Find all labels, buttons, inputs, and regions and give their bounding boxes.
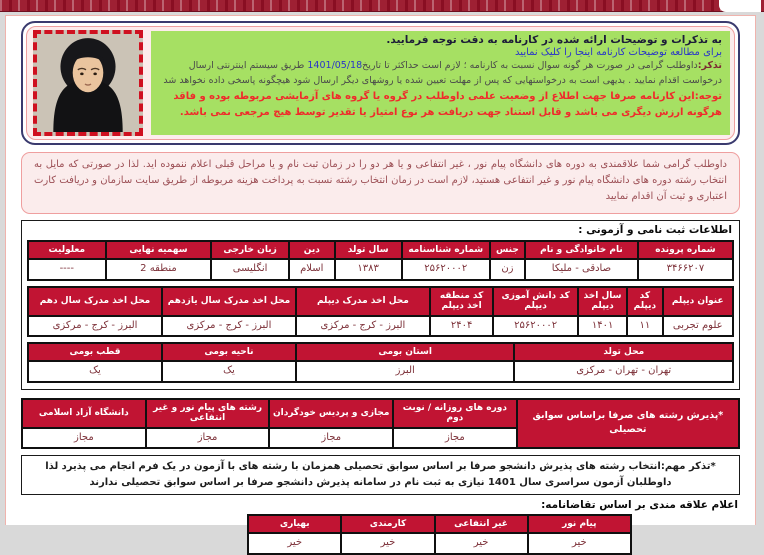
value-cell: ---- <box>27 258 107 281</box>
notice-title: به تذکرات و توضیحات ارائه شده در کارنامه… <box>386 34 722 46</box>
reminder-prefix: تذکر: <box>697 60 722 71</box>
origin-info-table: محل تولد استان بومی ناحیه بومی قطب بومی … <box>27 342 734 383</box>
header-cell: محل اخذ مدرک دیپلم <box>294 285 431 317</box>
value-cell: خیر <box>526 532 633 555</box>
reminder-text-a: داوطلب گرامی در صورت هر گونه سوال نسبت ب… <box>362 60 698 71</box>
header-cell: کارمندی <box>340 514 436 535</box>
header-cell: سال تولد <box>333 239 403 261</box>
registration-info-section: اطلاعات ثبت نامی و آزمونی : شماره پرونده… <box>21 220 740 390</box>
header-cell: غیر انتفاعی <box>433 514 529 535</box>
value-cell: ۲۵۶۲۰۰۰۲ <box>400 258 491 281</box>
header-cell: ناحیه بومی <box>160 342 297 363</box>
diploma-info-table: عنوان دیپلم کد دیپلم سال اخذ دیپلم کد دا… <box>27 285 734 338</box>
value-cell: ۲۵۶۲۰۰۰۲ <box>492 314 579 338</box>
header-cell: جنس <box>488 239 527 261</box>
header-cell: دانشگاه آزاد اسلامی <box>21 397 147 429</box>
value-cell: مجاز <box>144 426 271 450</box>
header-cell: محل اخذ مدرک سال دهم <box>27 285 163 317</box>
reminder-deadline-date: 1401/05/18 <box>307 60 363 71</box>
table-value-row: ۳۴۶۶۲۰۷ صادقی - ملیکا زن ۲۵۶۲۰۰۰۲ ۱۳۸۳ ا… <box>27 258 735 281</box>
value-cell: خیر <box>433 532 529 555</box>
value-cell: خیر <box>246 532 343 555</box>
header-cell: دین <box>287 239 336 261</box>
interest-table-wrap: پیام نور غیر انتفاعی کارمندی بهیاری خیر … <box>246 514 633 555</box>
value-cell: ۱۱ <box>626 314 664 338</box>
value-cell: مجاز <box>392 426 518 450</box>
value-cell: انگلیسی <box>210 258 290 281</box>
notice-text-block: به تذکرات و توضیحات ارائه شده در کارنامه… <box>151 31 730 135</box>
header-cell: زبان خارجی <box>210 239 290 261</box>
applicant-photo <box>33 30 143 136</box>
header-cell: سال اخذ دیپلم <box>576 285 629 317</box>
header-cell: نام خانوادگی و نام <box>524 239 639 261</box>
personal-info-table: شماره پرونده نام خانوادگی و نام جنس شمار… <box>27 239 735 281</box>
reminder-text-b: طریق سیستم اینترنتی ارسال درخواست اقدام … <box>163 60 722 86</box>
header-cell: محل تولد <box>513 342 734 363</box>
value-cell: علوم تجربی <box>661 314 734 338</box>
table-value-row: مجاز مجاز مجاز مجاز <box>21 426 739 450</box>
notice-box: به تذکرات و توضیحات ارائه شده در کارنامه… <box>21 21 740 145</box>
decorative-top-border <box>0 0 764 12</box>
value-cell: البرز - کرج - مرکزی <box>294 314 431 338</box>
value-cell: مجاز <box>21 426 147 450</box>
value-cell: یک <box>160 360 297 383</box>
header-cell: کد دیپلم <box>626 285 664 317</box>
value-cell: البرز <box>294 360 516 383</box>
header-cell: سهمیه نهایی <box>104 239 213 261</box>
value-cell: صادقی - ملیکا <box>524 258 639 281</box>
value-cell: تهران - تهران - مرکزی <box>513 360 734 383</box>
table-header-row: شماره پرونده نام خانوادگی و نام جنس شمار… <box>27 239 735 261</box>
table-header-row: محل تولد استان بومی ناحیه بومی قطب بومی <box>27 342 734 363</box>
header-cell: کد منطقه اخذ دیپلم <box>428 285 495 317</box>
header-cell: عنوان دیپلم <box>661 285 734 317</box>
notice-warning: توجه:این کارنامه صرفا جهت اطلاع از وضعیت… <box>173 91 722 118</box>
value-cell: البرز - کرج - مرکزی <box>161 314 297 338</box>
value-cell: زن <box>488 258 527 281</box>
header-cell: رشته های پیام نور و غیر انتفاعی <box>144 397 271 429</box>
photo-container <box>31 30 145 136</box>
header-cell: بهیاری <box>246 514 343 535</box>
table-value-row: علوم تجربی ۱۱ ۱۴۰۱ ۲۵۶۲۰۰۰۲ ۲۴۰۴ البرز -… <box>27 314 734 338</box>
value-cell: خیر <box>340 532 436 555</box>
interest-table: پیام نور غیر انتفاعی کارمندی بهیاری خیر … <box>246 514 633 555</box>
header-cell: قطب بومی <box>27 342 163 363</box>
header-cell: محل اخذ مدرک سال یازدهم <box>161 285 297 317</box>
value-cell: ۳۴۶۶۲۰۷ <box>636 258 735 281</box>
registration-section-title: اطلاعات ثبت نامی و آزمونی : <box>578 224 732 236</box>
interest-section-title: اعلام علاقه مندی بر اساس تقاضانامه: <box>541 499 738 512</box>
notice-reminder: تذکر:داوطلب گرامی در صورت هر گونه سوال ن… <box>155 58 722 88</box>
value-cell: ۲۴۰۴ <box>428 314 495 338</box>
header-cell: مجازی و پردیس خودگردان <box>268 397 395 429</box>
topbar-corner-tab <box>719 0 761 12</box>
value-cell: ۱۳۸۳ <box>333 258 403 281</box>
value-cell: منطقه 2 <box>104 258 213 281</box>
important-footnote: *تذکر مهم:انتخاب رشته های پذیرش دانشجو ص… <box>21 455 740 496</box>
value-cell: ۱۴۰۱ <box>576 314 629 338</box>
header-cell: شماره شناسنامه <box>400 239 491 261</box>
header-cell: شماره پرونده <box>636 239 735 261</box>
notice-box-inner: به تذکرات و توضیحات ارائه شده در کارنامه… <box>26 26 735 140</box>
value-cell: البرز - کرج - مرکزی <box>27 314 163 338</box>
value-cell: مجاز <box>268 426 395 450</box>
header-cell: معلولیت <box>27 239 107 261</box>
karnameh-help-link[interactable]: برای مطالعه توضیحات کارنامه اینجا را کلی… <box>515 47 722 58</box>
admission-status-table: *پذیرش رشته های صرفا براساس سوابق تحصیلی… <box>21 397 741 450</box>
table-value-row: خیر خیر خیر خیر <box>246 532 633 555</box>
payam-noor-advisory: داوطلب گرامی شما علاقمندی به دوره های دا… <box>21 152 740 214</box>
header-cell: کد دانش آموزی دیپلم <box>492 285 579 317</box>
table-value-row: تهران - تهران - مرکزی البرز یک یک <box>27 360 734 383</box>
applicant-photo-graphic <box>37 34 139 132</box>
page-frame: به تذکرات و توضیحات ارائه شده در کارنامه… <box>5 15 756 555</box>
value-cell: اسلام <box>287 258 336 281</box>
value-cell: یک <box>27 360 163 383</box>
header-cell: استان بومی <box>294 342 516 363</box>
header-cell: پیام نور <box>526 514 633 535</box>
header-cell: دوره های روزانه / نوبت دوم <box>392 397 518 429</box>
table-header-row: پیام نور غیر انتفاعی کارمندی بهیاری <box>246 514 633 535</box>
table-header-row: عنوان دیپلم کد دیپلم سال اخذ دیپلم کد دا… <box>27 285 734 317</box>
admission-row-header: *پذیرش رشته های صرفا براساس سوابق تحصیلی <box>515 397 741 450</box>
table-header-row: *پذیرش رشته های صرفا براساس سوابق تحصیلی… <box>21 397 741 450</box>
